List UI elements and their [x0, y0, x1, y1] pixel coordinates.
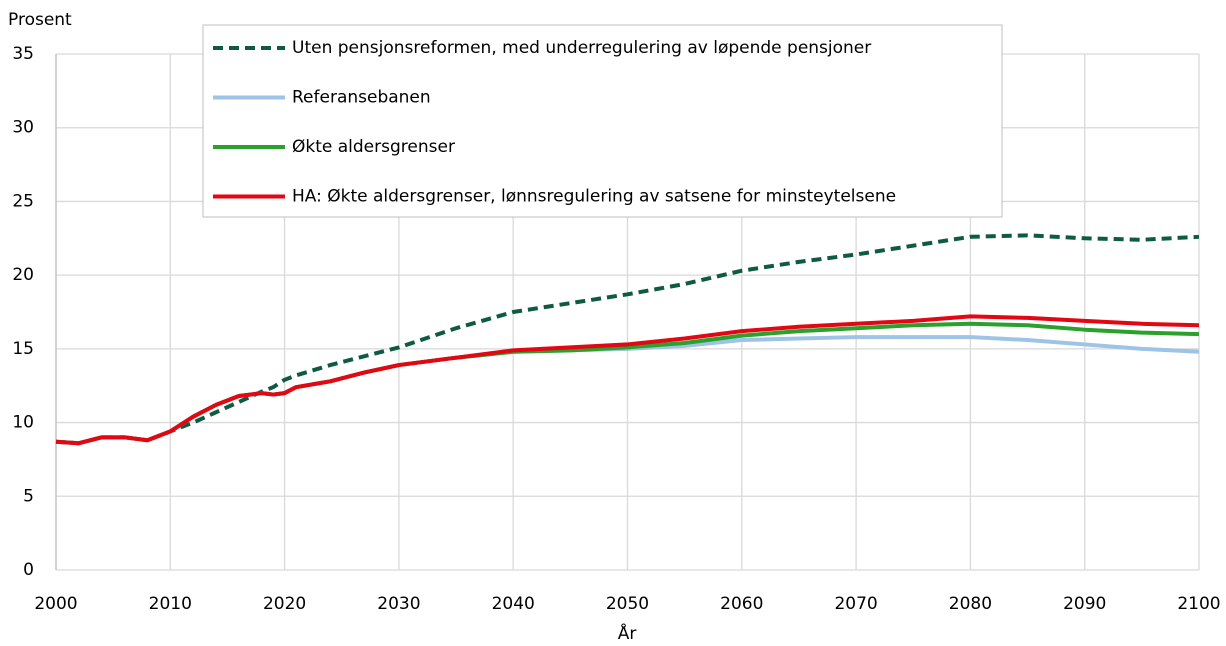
y-tick-label: 0 — [23, 560, 34, 580]
x-tick-label: 2010 — [149, 594, 192, 614]
series-line — [55, 314, 1200, 446]
x-tick-label: 2070 — [834, 594, 877, 614]
x-tick-label: 2060 — [720, 594, 763, 614]
x-tick-label: 2000 — [34, 594, 77, 614]
legend-label: Referansebanen — [292, 88, 431, 108]
y-tick-label: 25 — [12, 191, 34, 211]
x-tick-label: 2090 — [1063, 594, 1106, 614]
legend-label: HA: Økte aldersgrenser, lønnsregulering … — [292, 187, 896, 207]
y-tick-label: 35 — [12, 44, 34, 64]
y-tick-label: 10 — [12, 413, 34, 433]
x-axis-label: År — [618, 622, 637, 644]
y-tick-label: 30 — [12, 118, 34, 138]
x-tick-label: 2080 — [949, 594, 992, 614]
y-tick-label: 20 — [12, 265, 34, 285]
legend-label: Uten pensjonsreformen, med underreguleri… — [292, 38, 871, 58]
x-tick-label: 2100 — [1177, 594, 1220, 614]
legend-label: Økte aldersgrenser — [292, 137, 455, 157]
legend-box — [202, 24, 1003, 218]
x-tick-label: 2050 — [606, 594, 649, 614]
x-tick-label: 2020 — [263, 594, 306, 614]
y-tick-label: 15 — [12, 339, 34, 359]
x-tick-label: 2030 — [377, 594, 420, 614]
y-axis-label: Prosent — [8, 10, 72, 30]
y-tick-label: 5 — [23, 486, 34, 506]
x-tick-label: 2040 — [492, 594, 535, 614]
